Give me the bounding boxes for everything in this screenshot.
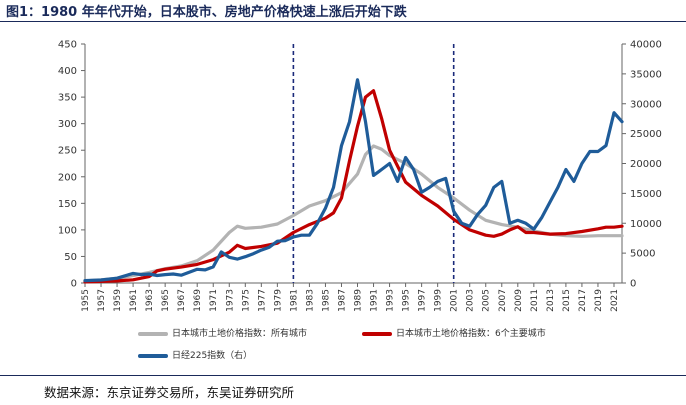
x-tick-label: 1965 <box>161 289 171 312</box>
legend-swatch-all-cities <box>138 331 168 336</box>
y-right-tick-label: 20000 <box>630 159 662 170</box>
x-tick-label: 1985 <box>321 289 331 312</box>
y-left-tick-label: 250 <box>58 146 77 157</box>
y-right-tick-label: 40000 <box>630 40 662 51</box>
x-tick-label: 1973 <box>225 289 235 312</box>
x-tick-label: 2015 <box>562 289 572 312</box>
x-tick-label: 2001 <box>450 289 460 312</box>
x-tick-label: 1969 <box>193 289 203 312</box>
x-tick-label: 2009 <box>514 289 524 312</box>
series-line-six-cities <box>83 89 624 284</box>
x-tick-label: 2017 <box>578 289 588 312</box>
x-tick-label: 1971 <box>209 289 219 312</box>
y-left-tick-label: 450 <box>58 40 77 51</box>
y-left-tick-label: 100 <box>58 225 77 236</box>
x-tick-label: 1967 <box>177 289 187 312</box>
line-chart: 0 50 100 150 200 250 300 350 400 450 0 5000 10000 150… <box>58 40 662 312</box>
y-right-tick-label: 35000 <box>630 69 662 80</box>
x-tick-label: 2019 <box>594 289 604 312</box>
legend-item-all-cities: 日本城市土地价格指数：所有城市 <box>138 326 307 339</box>
y-left-tick-label: 300 <box>58 119 77 130</box>
legend-swatch-six-cities <box>362 331 392 336</box>
x-tick-label: 1995 <box>402 289 412 312</box>
title-divider <box>0 21 686 22</box>
x-tick-label: 1977 <box>257 289 267 312</box>
y-left-tick-label: 350 <box>58 93 77 104</box>
figure-title: 图1：1980 年年代开始，日本股市、房地产价格快速上涨后开始下跌 <box>6 5 407 20</box>
x-tick-label: 1987 <box>337 289 347 312</box>
y-left-tick-label: 400 <box>58 66 77 77</box>
y-right-tick-label: 30000 <box>630 99 662 110</box>
x-tick-label: 1993 <box>386 289 396 312</box>
legend-label-all-cities: 日本城市土地价格指数：所有城市 <box>172 329 308 339</box>
y-left-tick-label: 0 <box>71 279 77 290</box>
y-left-tick-label: 50 <box>64 252 77 263</box>
legend-label-six-cities: 日本城市土地价格指数：6个主要城市 <box>396 329 546 339</box>
source-divider <box>0 375 686 376</box>
legend-item-nikkei: 日经225指数（右） <box>138 348 252 361</box>
x-tick-label: 2021 <box>610 289 620 312</box>
x-tick-label: 1963 <box>145 289 155 312</box>
x-tick-label: 2003 <box>466 289 476 312</box>
legend-item-six-cities: 日本城市土地价格指数：6个主要城市 <box>362 326 546 339</box>
y-right-tick-label: 25000 <box>630 129 662 140</box>
y-right-tick-label: 15000 <box>630 189 662 200</box>
legend-swatch-nikkei <box>138 353 168 358</box>
x-tick-label: 1961 <box>129 289 139 312</box>
x-tick-label: 1979 <box>273 289 283 312</box>
x-tick-label: 1991 <box>370 289 380 312</box>
x-tick-label: 1957 <box>97 289 107 312</box>
y-right-tick-label: 0 <box>630 279 636 290</box>
y-left-tick-label: 150 <box>58 199 77 210</box>
y-right-tick-label: 10000 <box>630 219 662 230</box>
source-note: 数据来源：东京证券交易所，东吴证券研究所 <box>44 385 295 400</box>
y-left-tick-label: 200 <box>58 172 77 183</box>
x-tick-label: 1981 <box>289 289 299 312</box>
series-line-nikkei <box>83 78 624 283</box>
x-tick-label: 2005 <box>482 289 492 312</box>
x-tick-label: 1989 <box>354 289 364 312</box>
series-line-all-cities <box>83 144 624 283</box>
x-tick-label: 1997 <box>418 289 428 312</box>
x-tick-label: 1999 <box>434 289 444 312</box>
x-tick-label: 1955 <box>81 289 91 312</box>
x-tick-label: 2011 <box>530 289 540 312</box>
x-tick-label: 1983 <box>305 289 315 312</box>
legend-label-nikkei: 日经225指数（右） <box>172 351 253 361</box>
x-tick-label: 1959 <box>113 289 123 312</box>
x-tick-label: 2007 <box>498 289 508 312</box>
x-tick-label: 2013 <box>546 289 556 312</box>
x-tick-label: 1975 <box>241 289 251 312</box>
y-right-tick-label: 5000 <box>630 249 655 260</box>
